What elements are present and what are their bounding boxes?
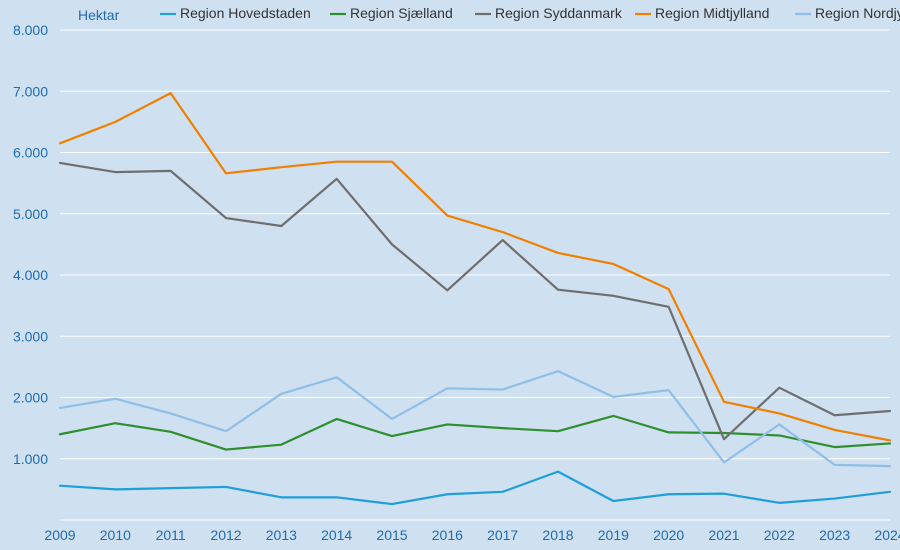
y-tick-label: 2.000 [13,390,48,406]
y-tick-label: 5.000 [13,206,48,222]
x-tick-label: 2019 [598,527,629,543]
y-tick-label: 6.000 [13,145,48,161]
legend-label: Region Nordjylland [815,5,900,21]
x-tick-label: 2009 [44,527,75,543]
legend-label: Region Syddanmark [495,5,623,21]
x-tick-label: 2011 [156,527,186,543]
legend-label: Region Midtjylland [655,5,769,21]
y-axis-title: Hektar [78,7,120,23]
line-chart: 1.000 2.000 3.000 4.000 5.000 6.000 7.000 8.000… [0,0,900,550]
legend-item: Region Hovedstaden [160,5,311,21]
x-tick-label: 2021 [708,527,739,543]
x-tick-label: 2023 [819,527,850,543]
x-tick-label: 2020 [653,527,684,543]
x-tick-label: 2010 [100,527,131,543]
legend-label: Region Sjælland [350,5,453,21]
chart-container: 1.000 2.000 3.000 4.000 5.000 6.000 7.000 8.000… [0,0,900,550]
y-tick-label: 3.000 [13,328,48,344]
x-tick-label: 2012 [210,527,241,543]
y-tick-label: 1.000 [13,451,48,467]
x-tick-label: 2016 [432,527,463,543]
x-tick-label: 2022 [764,527,795,543]
x-tick-label: 2017 [487,527,518,543]
x-tick-label: 2018 [542,527,573,543]
y-tick-label: 7.000 [13,83,48,99]
legend-item: Region Syddanmark [475,5,623,21]
legend-item: Region Midtjylland [635,5,769,21]
x-tick-label: 2024 [874,527,900,543]
x-tick-label: 2015 [376,527,407,543]
x-tick-label: 2014 [321,527,352,543]
y-tick-label: 4.000 [13,267,48,283]
y-tick-label: 8.000 [13,22,48,38]
x-tick-label: 2013 [266,527,297,543]
legend-label: Region Hovedstaden [180,5,311,21]
